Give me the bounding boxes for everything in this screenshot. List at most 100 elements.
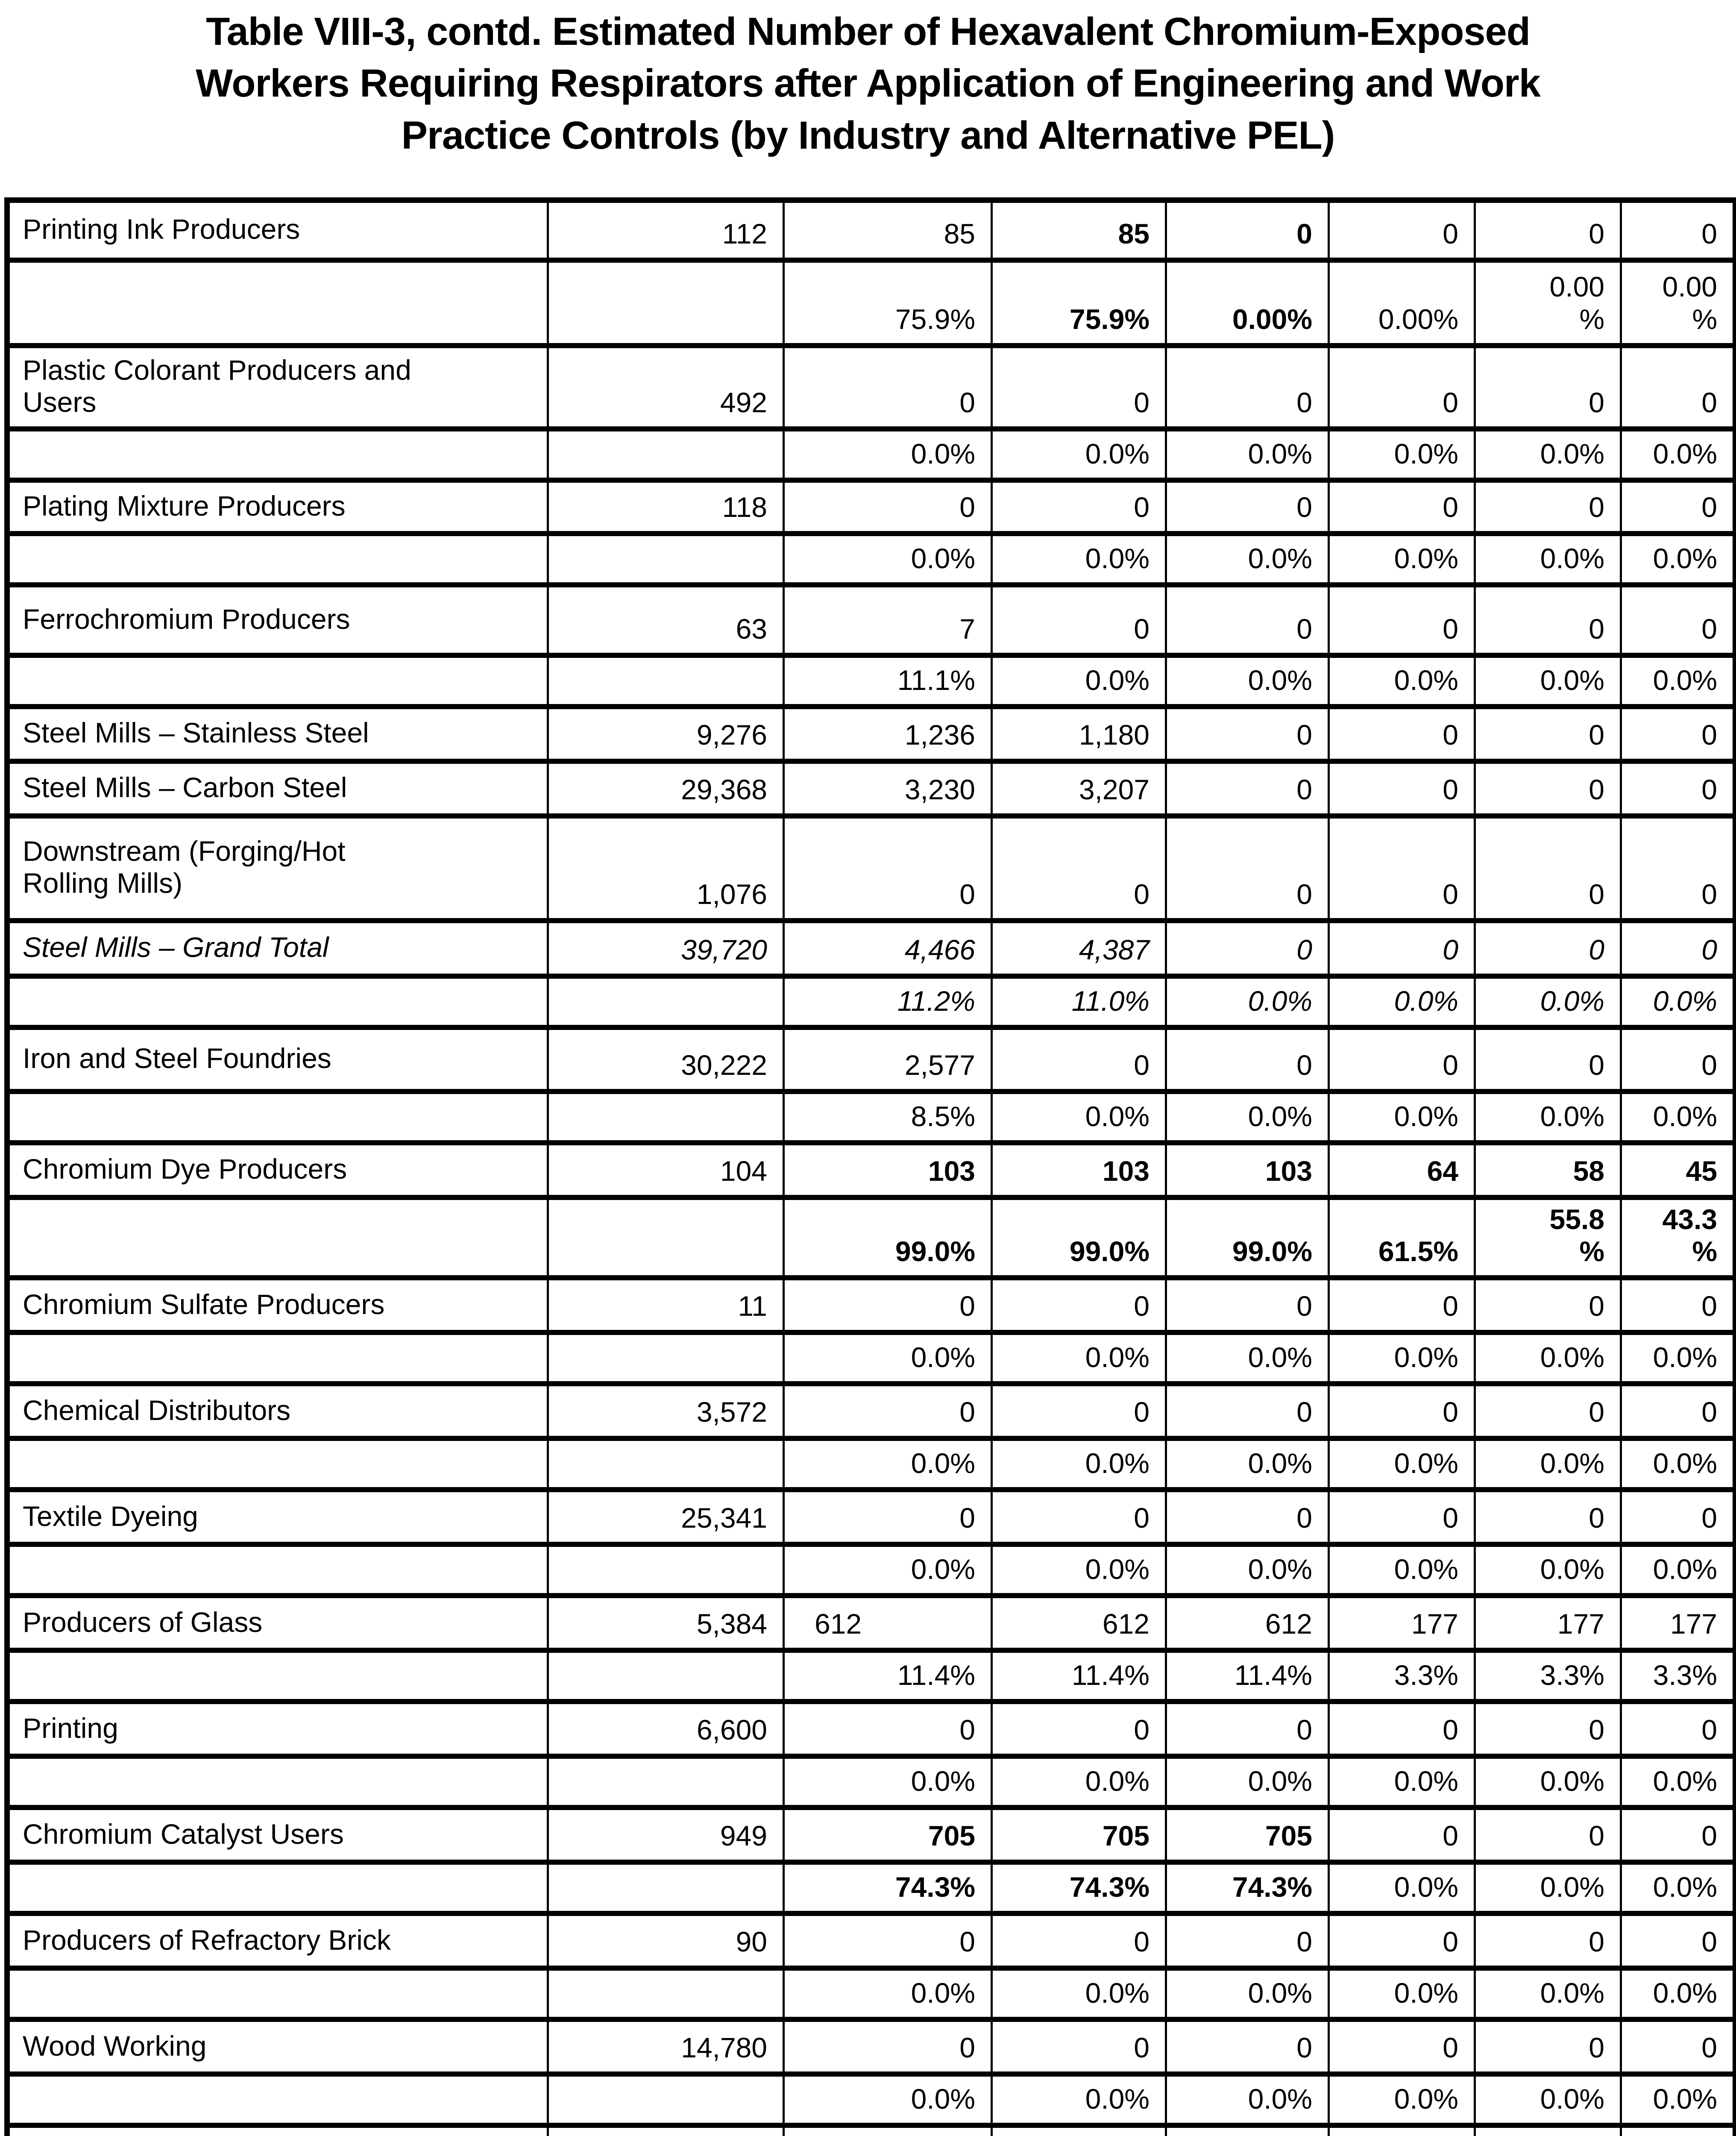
total-workers-cell [547,652,785,709]
industry-label-cell: Downstream (Forging/Hot Rolling Mills) [6,813,549,923]
pel-value-cell [1165,2123,1330,2136]
pel-value-cell: 4,387 [991,918,1167,979]
pel-value-cell: 0 [1620,197,1736,263]
industry-row: Producers of Glass 5,384 612 612 612 177 177 17… [6,1593,1736,1653]
pel-value-cell: 0.0% [1474,1089,1622,1145]
pel-value-cell: 0 [1620,1699,1736,1759]
pel-value-cell: 0.0% [1474,652,1622,709]
pel-value-cell: 0 [1620,1805,1736,1865]
pel-value-cell: 0 [1328,1381,1476,1441]
total-workers-cell [547,257,785,348]
pel-value-cell [991,2123,1167,2136]
industry-row: Iron and Steel Foundries 30,222 2,577 0 0 0 0 0 [6,1024,1736,1094]
industry-label-cell [6,973,549,1030]
industry-label-cell: Wood Working [6,2017,549,2077]
pel-value-cell: 0.0% [783,426,993,483]
industry-label-cell: Chromium Dye Producers [6,1140,549,1200]
pel-value-cell: 0.0% [991,1542,1167,1599]
total-workers-cell: 5,384 [547,1593,785,1653]
pel-value-cell [1620,2123,1736,2136]
pel-value-cell: 0.0% [1165,1542,1330,1599]
pel-value-cell: 11.4% [1165,1648,1330,1705]
pel-value-cell: 0 [783,1275,993,1335]
pel-value-cell: 177 [1328,1593,1476,1653]
pel-value-cell: 0 [1165,813,1330,923]
pel-value-cell: 1,236 [783,704,993,764]
pel-value-cell: 0.0% [991,1754,1167,1810]
pel-value-cell: 0 [1165,918,1330,979]
pel-value-cell: 0 [1620,477,1736,536]
pel-value-cell: 0.0% [1328,426,1476,483]
pel-value-cell: 0.0% [1620,1089,1736,1145]
pel-value-cell: 0 [1165,477,1330,536]
pel-value-cell [1328,2123,1476,2136]
pel-value-cell: 0.0% [1620,1754,1736,1810]
pel-value-cell: 0 [1165,343,1330,431]
industry-label-cell: Plastic Colorant Producers and Users [6,343,549,431]
pel-value-cell: 0 [783,343,993,431]
industry-label-cell [6,1436,549,1493]
percent-row: 0.0% 0.0% 0.0% 0.0% 0.0% 0.0% [6,1754,1736,1810]
pel-value-cell: 0.0% [991,2071,1167,2128]
industry-row: Chemical Distributors 3,572 0 0 0 0 0 0 [6,1381,1736,1441]
pel-value-cell: 0 [1474,1381,1622,1441]
pel-value-cell: 1,180 [991,704,1167,764]
pel-value-cell: 0.0% [991,531,1167,587]
pel-value-cell: 0.0% [991,1089,1167,1145]
pel-value-cell: 0 [1474,1911,1622,1971]
pel-value-cell: 612 [991,1593,1167,1653]
pel-value-cell: 3,230 [783,758,993,819]
pel-value-cell: 0.0% [991,652,1167,709]
pel-value-cell: 0.0% [1165,1966,1330,2022]
pel-value-cell: 0.0% [991,1436,1167,1493]
pel-value-cell: 0.0% [1620,652,1736,709]
pel-value-cell: 8.5% [783,1089,993,1145]
pel-value-cell: 0 [783,813,993,923]
total-workers-cell: 25,341 [547,1487,785,1547]
industry-label-cell: Iron and Steel Foundries [6,1024,549,1094]
percent-row: 75.9% 75.9% 0.00% 0.00% 0.00 % 0.00 % [6,257,1736,348]
pel-value-cell: 0.0% [783,1436,993,1493]
pel-value-cell: 705 [991,1805,1167,1865]
pel-value-cell: 0 [1474,918,1622,979]
industry-label-cell [6,257,549,348]
pel-value-cell: 0 [1165,758,1330,819]
industry-row: Producers of Refractory Brick 90 0 0 0 0 0 0 [6,1911,1736,1971]
percent-row: 0.0% 0.0% 0.0% 0.0% 0.0% 0.0% [6,531,1736,587]
percent-row: 8.5% 0.0% 0.0% 0.0% 0.0% 0.0% [6,1089,1736,1145]
pel-value-cell: 0 [1474,704,1622,764]
industry-label-cell: Chromium Sulfate Producers [6,1275,549,1335]
pel-value-cell: 3.3% [1620,1648,1736,1705]
pel-value-cell: 0 [1328,1024,1476,1094]
pel-value-cell: 0 [1620,704,1736,764]
pel-value-cell: 0 [1328,918,1476,979]
percent-row: 0.0% 0.0% 0.0% 0.0% 0.0% 0.0% [6,1330,1736,1387]
industry-row: Steel Mills – Carbon Steel 29,368 3,230 3,2… [6,758,1736,819]
industry-label-cell [6,1860,549,1916]
pel-value-cell: 0 [1165,2017,1330,2077]
pel-value-cell: 0.0% [1165,1436,1330,1493]
pel-value-cell: 11.0% [991,973,1167,1030]
pel-value-cell: 0.0% [1328,973,1476,1030]
pel-value-cell: 0.0% [1328,1436,1476,1493]
pel-value-cell: 0.0% [1620,1330,1736,1387]
pel-value-cell: 0 [783,1487,993,1547]
pel-value-cell [1474,2123,1622,2136]
pel-value-cell: 0.0% [1328,1330,1476,1387]
pel-value-cell: 0.00 % [1474,257,1622,348]
total-workers-cell: 949 [547,1805,785,1865]
industry-label-cell [6,1330,549,1387]
total-workers-cell [547,973,785,1030]
industry-label-cell: Producers of Refractory Brick [6,1911,549,1971]
pel-value-cell: 11.1% [783,652,993,709]
industry-label-cell: Chemical Distributors [6,1381,549,1441]
pel-value-cell: 11.4% [783,1648,993,1705]
total-workers-cell [547,1436,785,1493]
pel-value-cell: 99.0% [1165,1194,1330,1281]
total-workers-cell: 63 [547,582,785,658]
total-workers-cell [547,531,785,587]
pel-value-cell: 0.0% [1620,1966,1736,2022]
pel-value-cell: 0.0% [1474,1860,1622,1916]
pel-value-cell: 0.0% [1165,426,1330,483]
percent-row: 0.0% 0.0% 0.0% 0.0% 0.0% 0.0% [6,2071,1736,2128]
